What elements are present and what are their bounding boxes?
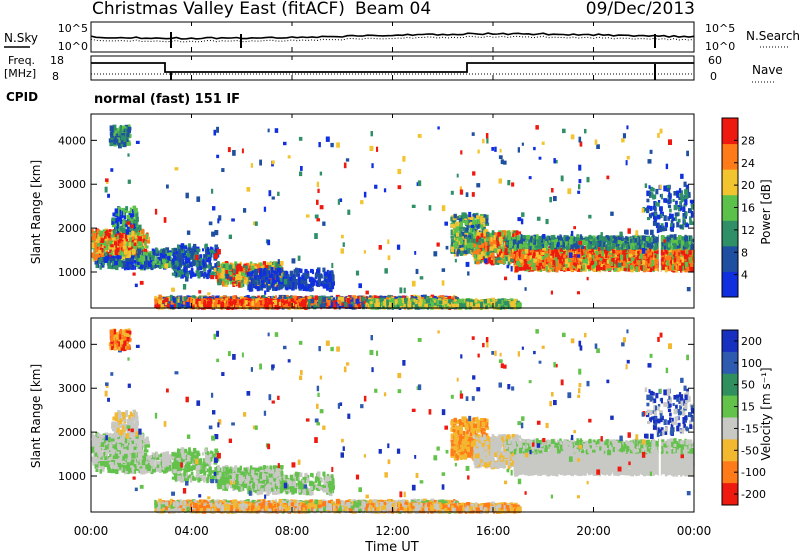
colorbar-segment-1-2 (722, 373, 738, 397)
date-label: 09/Dec/2013 (586, 0, 695, 19)
power-colorbar: 4 8 12 16 20 24 28 (721, 117, 755, 298)
xtick-label-1: 04:00 (174, 524, 209, 538)
xtick-label-3: 12:00 (375, 524, 410, 538)
colorbar-segment-0-3 (722, 194, 738, 221)
cpid-text: normal (fast) 151 IF (94, 92, 240, 107)
nsky-label: N.Sky (4, 31, 38, 45)
freq-unit: [MHz] (4, 67, 36, 80)
nave-label: Nave (752, 63, 783, 77)
nave-tick-bottom: 0 (710, 70, 717, 83)
station-title: Christmas Valley East (fitACF) (92, 0, 345, 19)
xtick-label-6: 00:00 (677, 524, 712, 538)
xtick-label-5: 20:00 (576, 524, 611, 538)
beam-label: Beam 04 (355, 0, 431, 19)
colorbar-tick-1-0: 200 (741, 335, 762, 348)
nsearch-tick-bottom: 10^0 (705, 40, 735, 53)
colorbar-tick-1-1: 100 (741, 357, 762, 370)
colorbar-tick-1-4: -15 (741, 422, 759, 435)
power-panel: 1000 2000 3000 4000 (58, 113, 695, 310)
freq-label: Freq. (8, 54, 35, 67)
cpid-label: CPID (6, 90, 38, 104)
ytick-label-0-2: 3000 (58, 178, 86, 191)
colorbar-segment-1-1 (722, 351, 738, 375)
colorbar-segment-0-1 (722, 245, 738, 272)
velocity-ylabel: Slant Range [km] (29, 364, 43, 468)
power-colorbar-label: Power [dB] (759, 179, 773, 244)
colorbar-tick-0-5: 24 (741, 157, 755, 170)
colorbar-segment-0-6 (722, 118, 738, 145)
power-ylabel: Slant Range [km] (29, 160, 43, 264)
colorbar-tick-1-3: 15 (741, 401, 755, 414)
colorbar-tick-0-1: 8 (741, 246, 748, 259)
colorbar-segment-0-5 (722, 143, 738, 170)
colorbar-segment-0-4 (722, 169, 738, 196)
colorbar-segment-1-3 (722, 395, 738, 418)
xtick-label-4: 16:00 (476, 524, 511, 538)
colorbar-tick-1-6: -100 (741, 466, 766, 479)
ytick-label-1-3: 4000 (58, 338, 86, 351)
colorbar-segment-1-0 (722, 330, 738, 353)
ytick-label-1-0: 1000 (58, 470, 86, 483)
nave-tick-top: 60 (708, 54, 722, 67)
xtick-label-0: 00:00 (74, 524, 109, 538)
colorbar-segment-1-6 (722, 461, 738, 484)
x-axis-label: Time UT (364, 540, 418, 554)
colorbar-tick-0-3: 16 (741, 202, 755, 215)
colorbar-tick-1-5: -50 (741, 444, 759, 457)
colorbar-segment-0-2 (722, 220, 738, 247)
colorbar-segment-1-7 (722, 483, 738, 506)
ytick-label-1-1: 2000 (58, 426, 86, 439)
colorbar-tick-1-2: 50 (741, 379, 755, 392)
colorbar-tick-0-6: 28 (741, 134, 755, 147)
freq-tick-top: 18 (50, 54, 64, 67)
velocity-panel: 1000 2000 3000 4000 (58, 317, 695, 514)
ytick-label-0-1: 2000 (58, 222, 86, 235)
colorbar-tick-0-4: 20 (741, 179, 755, 192)
ytick-label-0-3: 4000 (58, 134, 86, 147)
freq-tick-bottom: 8 (52, 70, 59, 83)
colorbar-tick-0-0: 4 (741, 269, 748, 282)
nsearch-tick-top: 10^5 (705, 22, 735, 35)
nsky-tick-bottom: 10^0 (58, 40, 88, 53)
colorbar-segment-1-4 (722, 417, 738, 440)
nsearch-label: N.Search (746, 29, 800, 43)
colorbar-segment-0-0 (722, 271, 738, 298)
ytick-label-1-2: 3000 (58, 382, 86, 395)
velocity-colorbar: 200 100 50 15 -15 -50 -100 -200 (721, 329, 766, 506)
xtick-label-2: 08:00 (275, 524, 310, 538)
colorbar-tick-0-2: 12 (741, 224, 755, 237)
colorbar-segment-1-5 (722, 439, 738, 462)
x-axis: 00:00 04:00 08:00 12:00 16:00 20:00 00:00 (74, 22, 712, 538)
ytick-label-0-0: 1000 (58, 266, 86, 279)
velocity-colorbar-label: Velocity [m s⁻¹] (759, 367, 773, 460)
nsky-tick-top: 10^5 (58, 22, 88, 35)
colorbar-tick-1-7: -200 (741, 488, 766, 501)
